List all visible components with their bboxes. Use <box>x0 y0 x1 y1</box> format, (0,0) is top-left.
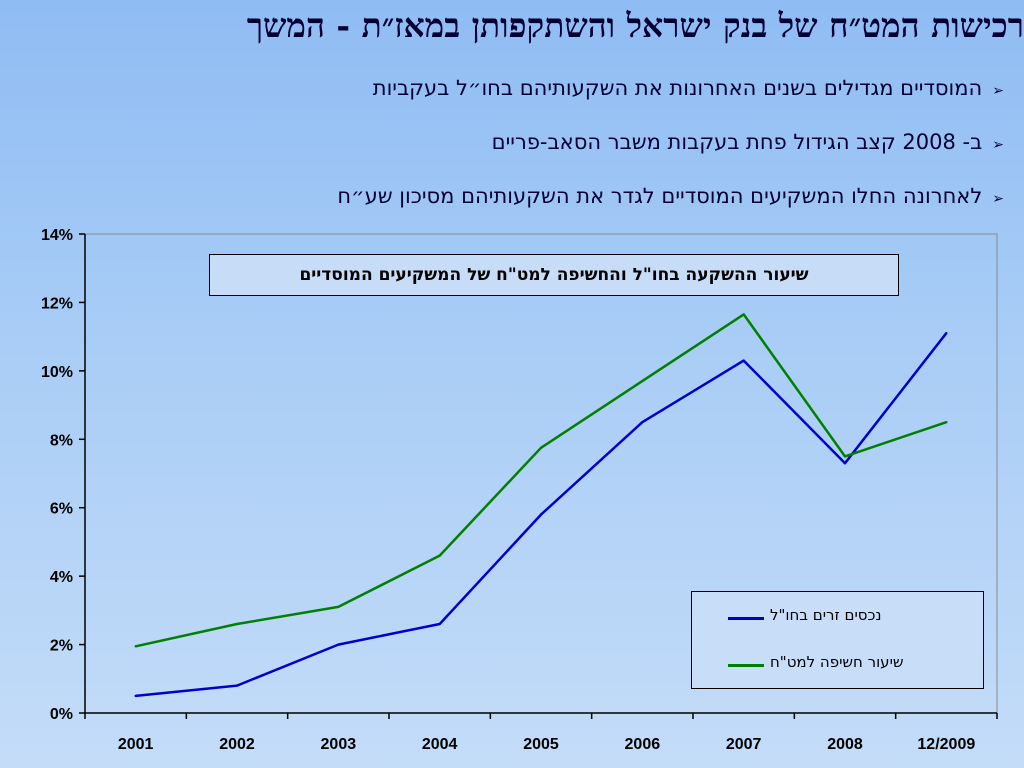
x-tick-label: 2005 <box>523 736 559 753</box>
y-tick-label: 6% <box>50 501 73 518</box>
x-tick-label: 12/2009 <box>917 736 975 753</box>
arrow-bullet-icon: ➢ <box>992 83 1004 99</box>
x-tick-label: 2001 <box>118 736 154 753</box>
legend-swatch-green <box>728 664 764 667</box>
bullet-text: ב- 2008 קצב הגידול פחת בעקבות משבר הסאב-… <box>491 130 983 154</box>
data-point <box>945 420 948 424</box>
data-point <box>134 645 137 648</box>
arrow-bullet-icon: ➢ <box>992 191 1004 207</box>
data-point <box>337 605 340 609</box>
data-point <box>134 694 137 698</box>
y-tick-label: 8% <box>50 432 73 449</box>
data-point <box>337 643 340 646</box>
x-tick-label: 2004 <box>422 736 458 753</box>
data-point <box>945 332 948 335</box>
x-tick-label: 2008 <box>827 736 863 753</box>
data-point <box>235 622 239 626</box>
legend-item-fx-exposure: שיעור חשיפה למט"ח <box>728 653 968 677</box>
data-point <box>843 455 847 458</box>
data-point <box>641 420 644 424</box>
data-point <box>641 379 644 383</box>
bullet-text: לאחרונה החלו המשקיעים המוסדיים לגדר את ה… <box>337 184 983 208</box>
line-chart: 0% 2% 4% 6% 8% 10% 12% 14% 2001 2002 2003 2004 2005 2… <box>41 227 998 753</box>
chart-legend: נכסים זרים בחו"ל שיעור חשיפה למט"ח <box>691 591 984 689</box>
data-point <box>438 622 441 626</box>
bullet-item: ➢ המוסדיים מגדילים בשנים האחרונות את השקע… <box>14 68 1004 122</box>
y-tick-label: 10% <box>41 364 73 381</box>
y-tick-label: 12% <box>41 295 73 312</box>
legend-item-foreign-assets: נכסים זרים בחו"ל <box>728 606 968 630</box>
y-tick-label: 4% <box>50 569 73 586</box>
legend-label: נכסים זרים בחו"ל <box>770 606 882 624</box>
data-point <box>742 359 745 362</box>
data-point <box>438 554 441 557</box>
data-point <box>539 513 543 516</box>
bullet-text: המוסדיים מגדילים בשנים האחרונות את השקעו… <box>372 76 983 100</box>
chart-title: שיעור ההשקעה בחו"ל והחשיפה למט"ח של המשק… <box>209 254 899 296</box>
bullet-item: ➢ לאחרונה החלו המשקיעים המוסדיים לגדר את … <box>14 176 1004 230</box>
bullet-list: ➢ המוסדיים מגדילים בשנים האחרונות את השקע… <box>14 68 1004 230</box>
bullet-item: ➢ ב- 2008 קצב הגידול פחת בעקבות משבר הסאב… <box>14 122 1004 176</box>
data-point <box>843 462 847 465</box>
data-point <box>742 313 745 316</box>
legend-swatch-blue <box>728 617 764 620</box>
data-point <box>235 684 239 687</box>
y-tick-label: 14% <box>41 227 73 244</box>
y-tick-label: 0% <box>50 706 73 723</box>
legend-label: שיעור חשיפה למט"ח <box>770 653 904 671</box>
data-point <box>539 446 543 450</box>
x-tick-label: 2002 <box>219 736 255 753</box>
y-tick-label: 2% <box>50 638 73 655</box>
x-tick-label: 2006 <box>625 736 661 753</box>
arrow-bullet-icon: ➢ <box>992 137 1004 153</box>
x-tick-label: 2007 <box>726 736 762 753</box>
x-tick-label: 2003 <box>321 736 357 753</box>
slide-title: רכישות המט״ח של בנק ישראל והשתקפותן במאז… <box>246 6 1024 45</box>
